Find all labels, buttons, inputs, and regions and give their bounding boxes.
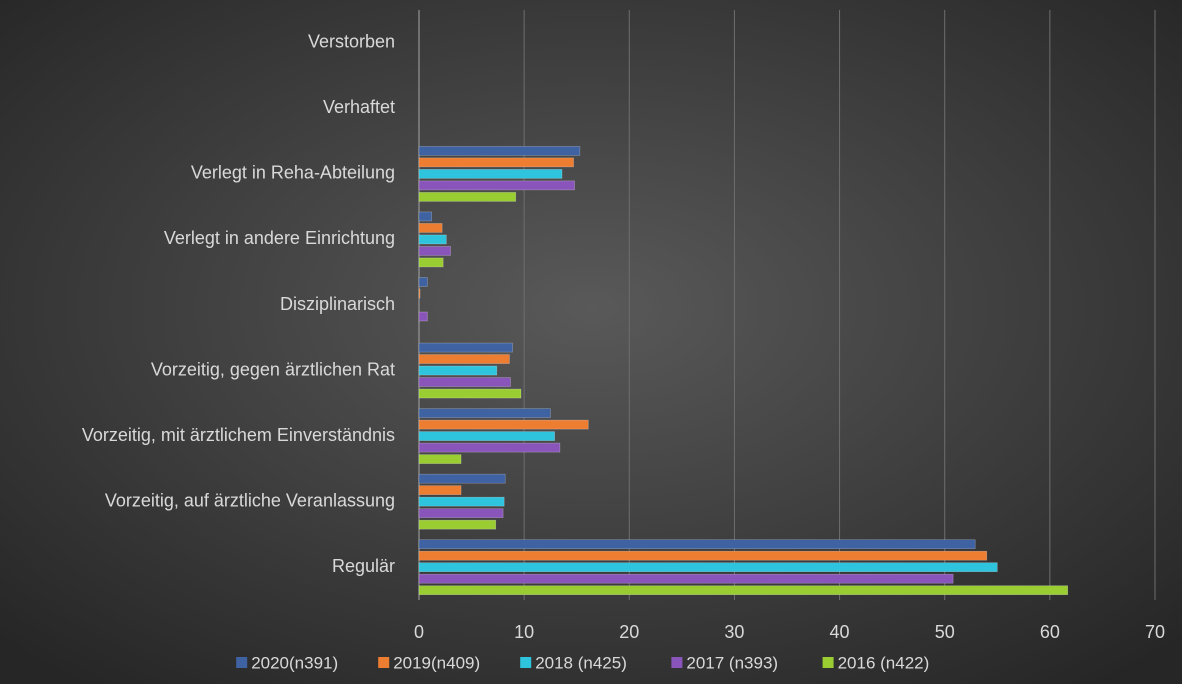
bar	[418, 146, 581, 156]
category-label: Vorzeitig, gegen ärztlichen Rat	[151, 359, 395, 379]
legend-swatch	[236, 657, 248, 668]
category-label: Verstorben	[308, 32, 395, 52]
category-label: Regulär	[332, 556, 395, 576]
x-tick-label: 10	[514, 622, 534, 642]
legend-swatch	[671, 657, 683, 668]
legend-label: 2017 (n393)	[686, 653, 778, 672]
bar	[418, 192, 517, 202]
bar	[418, 442, 561, 453]
bar	[418, 365, 498, 376]
bar	[418, 485, 462, 495]
bar	[418, 169, 563, 179]
bar	[418, 454, 462, 464]
category-label: Vorzeitig, auf ärztliche Veranlassung	[105, 490, 395, 510]
bar	[418, 354, 510, 364]
bar	[418, 377, 511, 387]
category-label: Disziplinarisch	[280, 294, 395, 314]
legend-swatch	[378, 657, 390, 668]
bar	[418, 539, 976, 550]
bar	[418, 257, 444, 268]
x-tick-label: 20	[619, 622, 639, 642]
bar	[418, 431, 555, 441]
bar	[418, 496, 505, 507]
bar	[418, 211, 432, 222]
category-label: Vorzeitig, mit ärztlichem Einverständnis	[82, 425, 395, 445]
bar	[418, 223, 443, 233]
x-tick-label: 60	[1040, 622, 1060, 642]
bar	[418, 508, 504, 518]
bar	[418, 288, 421, 299]
legend-swatch	[520, 657, 532, 668]
legend-label: 2020(n391)	[251, 653, 338, 672]
bar	[418, 277, 428, 287]
bar	[418, 419, 589, 430]
legend-label: 2019(n409)	[393, 653, 480, 672]
legend-label: 2016 (n422)	[838, 653, 930, 672]
bar	[418, 519, 497, 530]
x-tick-label: 70	[1145, 622, 1165, 642]
category-label: Verlegt in andere Einrichtung	[164, 228, 395, 248]
bar	[418, 180, 575, 191]
x-tick-label: 50	[935, 622, 955, 642]
x-tick-label: 30	[724, 622, 744, 642]
x-tick-label: 0	[414, 622, 424, 642]
bar	[418, 408, 551, 418]
legend-swatch	[822, 657, 834, 668]
bar	[418, 157, 574, 168]
bar	[418, 585, 1069, 596]
bar	[418, 342, 513, 353]
bar	[418, 388, 522, 399]
bar	[418, 550, 988, 561]
legend-label: 2018 (n425)	[535, 653, 627, 672]
category-label: Verlegt in Reha-Abteilung	[191, 163, 395, 183]
bar	[418, 234, 447, 245]
bar	[418, 246, 451, 256]
x-tick-label: 40	[830, 622, 850, 642]
bar	[418, 573, 954, 584]
bar	[418, 473, 506, 484]
bar	[418, 562, 998, 573]
category-label: Verhaftet	[323, 97, 395, 117]
bar	[418, 311, 428, 322]
